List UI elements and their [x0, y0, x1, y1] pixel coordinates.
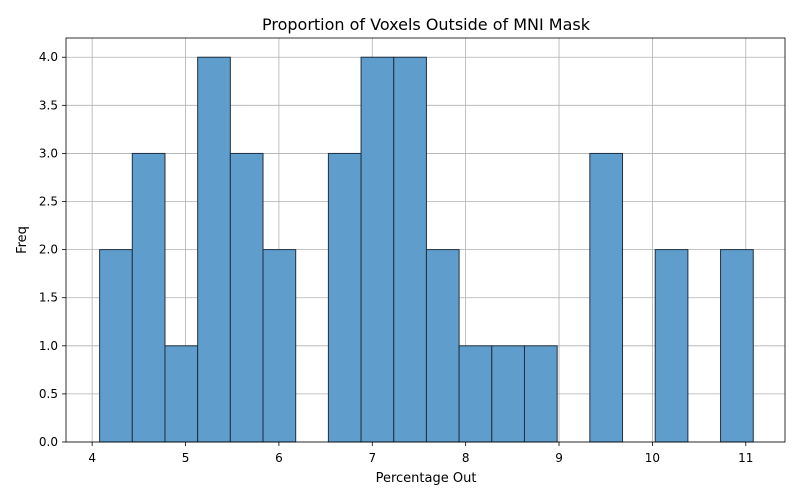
y-tick-label: 3.5	[39, 98, 58, 112]
x-tick-label: 10	[645, 451, 660, 465]
x-tick-label: 5	[182, 451, 190, 465]
histogram-bar	[360, 56, 395, 443]
histogram-bar	[262, 249, 297, 443]
x-axis-label: Percentage Out	[376, 471, 477, 486]
y-tick-label: 2.5	[39, 195, 58, 209]
x-tick-label: 11	[738, 451, 753, 465]
histogram-bar	[229, 152, 264, 443]
y-tick-label: 1.5	[39, 291, 58, 305]
x-axis-ticks: 4 5 6 7 8 9 10 11	[88, 442, 753, 465]
x-tick-label: 8	[462, 451, 470, 465]
y-tick-label: 3.0	[39, 146, 58, 160]
histogram-bar	[197, 56, 231, 443]
x-tick-label: 4	[88, 451, 96, 465]
histogram-bar	[458, 345, 493, 443]
y-tick-label: 4.0	[39, 50, 58, 64]
histogram-bar	[491, 345, 525, 443]
histogram-bar	[654, 249, 689, 443]
histogram-bar	[327, 152, 362, 443]
histogram-bar	[523, 345, 558, 443]
x-tick-label: 6	[275, 451, 283, 465]
x-tick-label: 9	[555, 451, 563, 465]
y-tick-label: 0.5	[39, 387, 58, 401]
chart-title: Proportion of Voxels Outside of MNI Mask	[262, 15, 591, 34]
histogram-bar	[589, 152, 624, 443]
histogram-bar	[131, 152, 166, 443]
y-tick-label: 1.0	[39, 339, 58, 353]
histogram-bar	[393, 56, 427, 443]
y-axis-ticks: 0.0 0.5 1.0 1.5 2.0 2.5 3.0 3.5 4.0	[39, 50, 66, 449]
y-axis-label: Freq	[15, 226, 30, 254]
x-tick-label: 7	[368, 451, 376, 465]
histogram-bar	[720, 249, 754, 443]
histogram-bar	[164, 345, 199, 443]
y-tick-label: 0.0	[39, 435, 58, 449]
bars	[99, 56, 754, 443]
y-tick-label: 2.0	[39, 243, 58, 257]
histogram-bar	[99, 249, 133, 443]
histogram-bar	[425, 249, 460, 443]
plot-frame	[65, 37, 786, 443]
